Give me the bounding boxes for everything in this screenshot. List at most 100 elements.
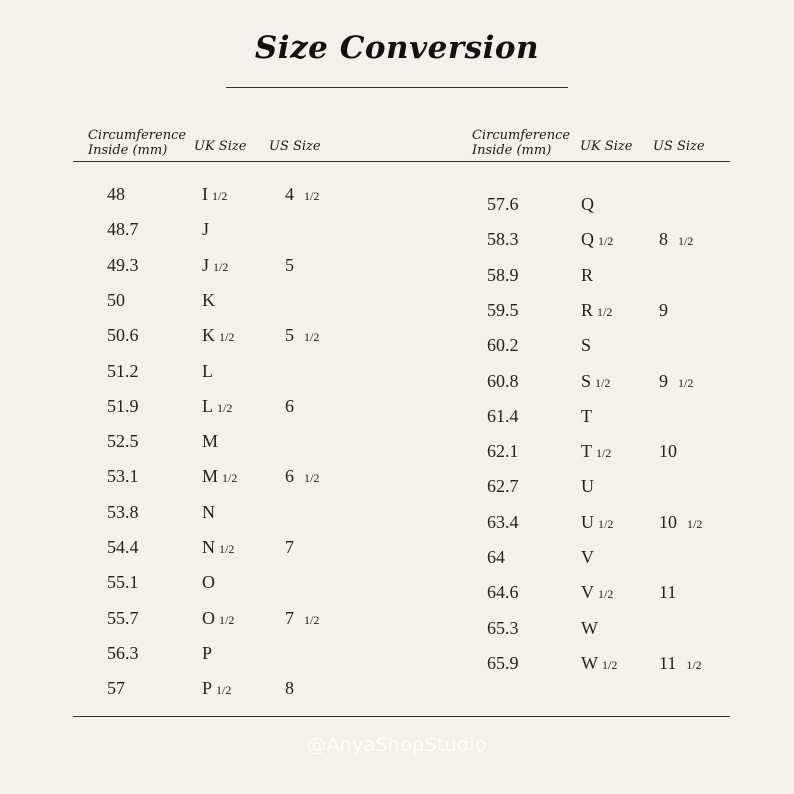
- us-size-number: 8: [285, 678, 294, 699]
- uk-size: P: [202, 642, 212, 664]
- right-header-uk: UK Size: [580, 139, 633, 154]
- uk-size-letter: K: [202, 289, 215, 310]
- us-size-number: 9: [659, 299, 668, 320]
- left-header-uk: UK Size: [194, 139, 247, 154]
- uk-size-fraction: 1/2: [597, 304, 613, 319]
- uk-size: J 1/2: [202, 254, 228, 278]
- circumference-value: 50: [107, 289, 125, 310]
- circumference-value: 62.1: [487, 441, 519, 462]
- table-row: 63.4 U 1/2 10 1/2: [487, 511, 737, 533]
- us-size: 5 1/2: [285, 324, 319, 348]
- header-circumference-line1: Circumference: [472, 128, 571, 143]
- us-size: 6 1/2: [285, 465, 319, 489]
- table-row: 55.1 O: [107, 571, 357, 593]
- uk-size-letter: T: [581, 441, 592, 462]
- table-row: 62.1 T 1/2 10: [487, 440, 737, 462]
- table-row: 55.7 O 1/2 7 1/2: [107, 607, 357, 629]
- uk-size: L: [202, 360, 213, 382]
- us-size-fraction: 1/2: [686, 657, 702, 672]
- us-size-number: 5: [285, 254, 294, 275]
- table-row: 50 K: [107, 289, 357, 311]
- uk-size-letter: L: [202, 395, 213, 416]
- uk-size-fraction: 1/2: [598, 516, 614, 531]
- table-row: 53.8 N: [107, 501, 357, 523]
- uk-size: N 1/2: [202, 536, 234, 560]
- us-size: 9: [659, 299, 668, 321]
- uk-size: K: [202, 289, 215, 311]
- uk-size: P 1/2: [202, 677, 231, 701]
- uk-size: R: [581, 264, 593, 286]
- us-size-number: 11: [659, 582, 677, 603]
- table-row: 59.5 R 1/2 9: [487, 299, 737, 321]
- uk-size-fraction: 1/2: [217, 400, 233, 415]
- circumference-value: 49.3: [107, 254, 139, 275]
- uk-size-letter: W: [581, 617, 598, 638]
- circumference-value: 58.3: [487, 229, 519, 250]
- us-size: 10 1/2: [659, 511, 702, 535]
- uk-size-letter: S: [581, 335, 592, 356]
- uk-size-letter: R: [581, 264, 594, 285]
- circumference-value: 60.8: [487, 370, 519, 391]
- uk-size-letter: S: [581, 370, 592, 391]
- table-row: 48 I 1/2 4 1/2: [107, 183, 357, 205]
- table-row: 62.7 U: [487, 475, 737, 497]
- uk-size: U: [581, 475, 594, 497]
- us-size: 6: [285, 395, 294, 417]
- table-row: 61.4 T: [487, 405, 737, 427]
- circumference-value: 63.4: [487, 511, 519, 532]
- us-size-number: 5: [285, 325, 294, 346]
- uk-size-letter: M: [202, 466, 219, 487]
- us-size: 7: [285, 536, 294, 558]
- table-row: 60.2 S: [487, 334, 737, 356]
- uk-size-letter: N: [202, 501, 215, 522]
- circumference-value: 48.7: [107, 219, 139, 240]
- table-row: 54.4 N 1/2 7: [107, 536, 357, 558]
- us-size-number: 10: [659, 441, 677, 462]
- bottom-divider: [73, 716, 730, 717]
- uk-size-letter: W: [581, 652, 598, 673]
- uk-size-letter: O: [202, 572, 215, 593]
- uk-size-fraction: 1/2: [219, 330, 235, 345]
- uk-size: V: [581, 546, 594, 568]
- circumference-value: 54.4: [107, 537, 139, 557]
- uk-size: V 1/2: [581, 581, 613, 605]
- uk-size-letter: Q: [581, 229, 594, 250]
- circumference-value: 64.6: [487, 582, 519, 603]
- right-header-us: US Size: [653, 139, 705, 154]
- uk-size: Q: [581, 193, 594, 215]
- uk-size-fraction: 1/2: [598, 234, 614, 249]
- us-size-fraction: 1/2: [678, 234, 694, 249]
- table-row: 56.3 P: [107, 642, 357, 664]
- circumference-value: 50.6: [107, 325, 139, 346]
- circumference-value: 48: [107, 184, 125, 204]
- circumference-value: 60.2: [487, 335, 519, 356]
- uk-size-letter: R: [581, 299, 594, 320]
- uk-size-letter: O: [202, 607, 215, 628]
- uk-size: R 1/2: [581, 299, 612, 323]
- page-title: Size Conversion: [254, 30, 540, 66]
- circumference-value: 64: [487, 547, 505, 567]
- us-size-number: 8: [659, 229, 668, 250]
- us-size: 8 1/2: [659, 228, 693, 252]
- uk-size-letter: T: [581, 405, 592, 426]
- us-size-fraction: 1/2: [687, 516, 703, 531]
- uk-size-fraction: 1/2: [219, 612, 235, 627]
- us-size: 8: [285, 677, 294, 699]
- circumference-value: 53.1: [107, 466, 139, 487]
- table-row: 49.3 J 1/2 5: [107, 254, 357, 276]
- us-size-fraction: 1/2: [304, 471, 320, 486]
- table-row: 51.2 L: [107, 360, 357, 382]
- table-row: 58.9 R: [487, 264, 737, 286]
- us-size: 11: [659, 581, 676, 603]
- uk-size-letter: L: [202, 360, 213, 381]
- table-row: 53.1 M 1/2 6 1/2: [107, 465, 357, 487]
- uk-size: O: [202, 571, 215, 593]
- us-size: 4 1/2: [285, 183, 319, 207]
- uk-size-letter: V: [581, 547, 594, 567]
- uk-size-letter: P: [202, 678, 213, 699]
- uk-size: S 1/2: [581, 370, 610, 394]
- circumference-value: 56.3: [107, 642, 139, 663]
- uk-size-letter: I: [202, 184, 208, 204]
- uk-size-fraction: 1/2: [595, 375, 611, 390]
- table-row: 65.9 W 1/2 11 1/2: [487, 652, 737, 674]
